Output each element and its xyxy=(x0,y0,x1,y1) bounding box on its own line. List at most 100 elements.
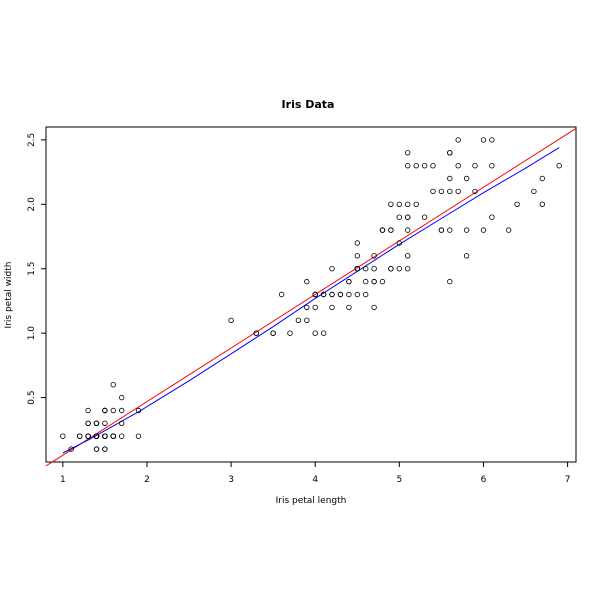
data-point xyxy=(430,188,436,195)
data-point xyxy=(405,214,411,220)
y-tick-label: 1.5 xyxy=(27,262,37,276)
data-point xyxy=(278,291,285,298)
data-point xyxy=(463,227,470,233)
x-tick-label: 5 xyxy=(396,475,402,485)
data-point xyxy=(472,188,478,195)
data-point xyxy=(320,291,327,298)
data-point xyxy=(413,162,419,169)
data-point xyxy=(304,278,310,285)
x-tick-label: 4 xyxy=(312,475,318,485)
data-point xyxy=(93,446,100,452)
data-point xyxy=(118,420,125,426)
x-tick-label: 7 xyxy=(565,475,571,485)
data-point xyxy=(514,201,520,207)
fit-lines xyxy=(45,127,577,467)
y-axis: 0.5 1.0 1.5 2.0 2.5 xyxy=(27,133,46,405)
data-point xyxy=(354,240,360,246)
chart-title: Iris Data xyxy=(282,98,335,111)
data-point xyxy=(405,266,411,272)
data-point xyxy=(455,188,461,195)
data-point xyxy=(388,266,394,272)
data-point xyxy=(312,291,318,298)
data-point xyxy=(480,137,487,143)
data-point xyxy=(396,266,402,272)
data-point xyxy=(110,382,116,388)
data-point xyxy=(102,420,108,426)
data-point xyxy=(76,433,83,439)
data-point xyxy=(463,253,470,259)
data-point xyxy=(421,214,428,220)
data-point xyxy=(506,227,512,233)
data-point xyxy=(438,227,445,233)
data-point xyxy=(118,394,125,401)
data-point xyxy=(430,162,436,169)
data-point xyxy=(135,407,142,414)
data-point xyxy=(93,420,100,426)
data-point xyxy=(102,446,108,452)
data-point xyxy=(320,330,327,336)
x-tick-label: 1 xyxy=(60,475,66,485)
data-point xyxy=(85,407,91,414)
data-points xyxy=(60,137,562,452)
data-point xyxy=(379,227,386,233)
x-tick-label: 3 xyxy=(228,475,234,485)
data-point xyxy=(363,266,369,272)
y-axis-label: Iris petal width xyxy=(4,262,14,329)
data-point xyxy=(270,330,276,336)
y-tick-label: 2.5 xyxy=(27,133,37,147)
x-axis-label: Iris petal length xyxy=(276,496,347,506)
data-point xyxy=(405,150,411,156)
data-point xyxy=(60,433,66,439)
data-point xyxy=(539,175,545,182)
data-point xyxy=(295,317,302,323)
y-tick-label: 1.0 xyxy=(27,326,37,341)
data-point xyxy=(388,201,394,207)
data-point xyxy=(539,201,545,207)
data-point xyxy=(371,253,377,259)
data-point xyxy=(447,150,453,156)
data-point xyxy=(396,240,402,246)
data-point xyxy=(405,201,411,207)
data-point xyxy=(253,330,259,336)
data-point xyxy=(480,227,487,233)
data-point xyxy=(447,278,453,285)
data-point xyxy=(447,227,453,233)
data-point xyxy=(85,420,91,426)
regression-line xyxy=(45,127,577,467)
x-axis: 1 2 3 4 5 6 7 xyxy=(60,462,570,485)
data-point xyxy=(329,304,335,311)
data-point xyxy=(489,137,495,143)
data-point xyxy=(371,304,377,311)
data-point xyxy=(135,433,142,439)
data-point xyxy=(110,433,116,439)
data-point xyxy=(228,317,234,323)
x-tick-label: 6 xyxy=(481,475,487,485)
data-point xyxy=(371,266,377,272)
data-point xyxy=(337,291,344,298)
data-point xyxy=(455,137,461,143)
data-point xyxy=(463,175,470,182)
data-point xyxy=(110,407,116,414)
data-point xyxy=(118,433,125,439)
data-point xyxy=(472,162,478,169)
data-point xyxy=(304,304,310,311)
x-tick-label: 2 xyxy=(144,475,150,485)
smooth-line xyxy=(62,147,560,454)
data-point xyxy=(556,162,562,169)
y-tick-label: 2.0 xyxy=(27,197,37,212)
plot-frame xyxy=(45,126,577,463)
data-point xyxy=(354,266,360,272)
data-point xyxy=(304,317,310,323)
data-point xyxy=(447,188,453,195)
data-point xyxy=(329,291,335,298)
data-point xyxy=(346,278,352,285)
data-point xyxy=(371,278,377,285)
data-point xyxy=(118,407,125,414)
data-point xyxy=(379,278,386,285)
data-point xyxy=(287,330,293,336)
data-point xyxy=(346,304,352,311)
data-point xyxy=(405,253,411,259)
data-point xyxy=(102,433,108,439)
data-point xyxy=(438,188,445,195)
